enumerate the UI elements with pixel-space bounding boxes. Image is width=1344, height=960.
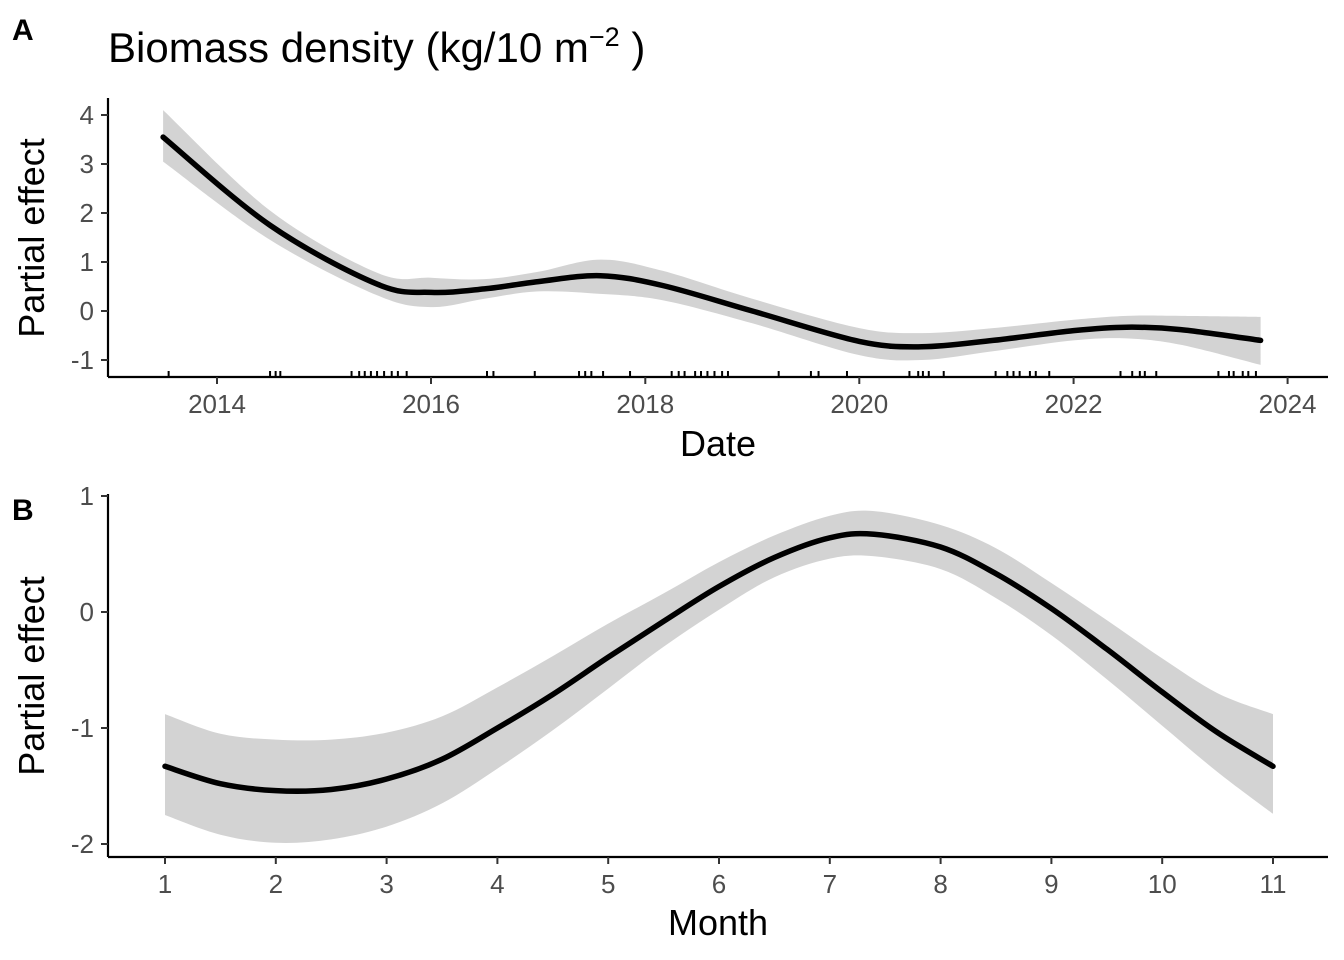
panel-b-plot: 1 2 3 4 5 6 7 8 9 10 11 10-1-2 Month Partial effec… xyxy=(11,481,1328,943)
panel-a-y-axis-title: Partial effect xyxy=(11,138,52,337)
x-tick-label: 8 xyxy=(933,869,947,899)
y-tick-label: -2 xyxy=(71,829,94,859)
panel-a-ci-band xyxy=(163,110,1261,365)
x-tick-label: 5 xyxy=(601,869,615,899)
panel-a-x-axis-title: Date xyxy=(680,423,756,464)
x-tick-label: 7 xyxy=(823,869,837,899)
panel-a-plot: 2014 2016 2018 2020 2022 2024 4 3 2 1 0 -1 Date Pa… xyxy=(11,98,1328,464)
x-tick-label: 2024 xyxy=(1259,389,1317,419)
x-tick-label: 9 xyxy=(1044,869,1058,899)
panel-b-y-axis-title: Partial effect xyxy=(11,576,52,775)
panel-a-x-ticks: 2014 2016 2018 2020 2022 2024 xyxy=(188,377,1317,419)
y-tick-label: 2 xyxy=(80,198,94,228)
x-tick-label: 10 xyxy=(1148,869,1177,899)
x-tick-label: 2022 xyxy=(1045,389,1103,419)
x-tick-label: 2016 xyxy=(402,389,460,419)
x-tick-label: 11 xyxy=(1260,869,1287,899)
y-tick-label: -1 xyxy=(71,345,94,375)
x-tick-label: 1 xyxy=(158,869,172,899)
panel-a-y-ticks: 4 3 2 1 0 -1 xyxy=(71,100,108,375)
panel-b-ci-band xyxy=(165,510,1273,844)
y-tick-label: 4 xyxy=(80,100,94,130)
panel-b-y-ticks: 1 0 -1 -2 xyxy=(71,481,108,859)
panel-b-tag: B xyxy=(12,494,34,527)
y-tick-label: 1 xyxy=(80,481,94,511)
y-tick-label: 0 xyxy=(80,597,94,627)
y-tick-label: 0 xyxy=(80,296,94,326)
panel-a-confidence-band xyxy=(163,110,1261,365)
x-tick-label: 3 xyxy=(379,869,393,899)
panel-b-fit-line xyxy=(162,530,1276,794)
chart-title: Biomass density (kg/10 m−2 ) xyxy=(108,22,645,71)
panel-b-confidence-band xyxy=(165,510,1273,844)
y-tick-label: 3 xyxy=(80,149,94,179)
panel-a-tag: A xyxy=(12,14,34,47)
panel-b-x-ticks: 1 2 3 4 5 6 7 8 9 10 11 xyxy=(158,857,1287,899)
x-tick-label: 2020 xyxy=(830,389,888,419)
x-tick-label: 2014 xyxy=(188,389,246,419)
panel-b-smooth-curve xyxy=(162,530,1276,794)
x-tick-label: 2018 xyxy=(616,389,674,419)
y-tick-label: -1 xyxy=(71,713,94,743)
panel-a-smooth-curve xyxy=(160,134,1264,350)
x-tick-label: 6 xyxy=(712,869,726,899)
panel-a-fit-line xyxy=(160,134,1264,350)
y-tick-label: 1 xyxy=(80,247,94,277)
x-tick-label: 4 xyxy=(490,869,504,899)
x-tick-label: 2 xyxy=(269,869,283,899)
panel-b-x-axis-title: Month xyxy=(668,902,768,943)
